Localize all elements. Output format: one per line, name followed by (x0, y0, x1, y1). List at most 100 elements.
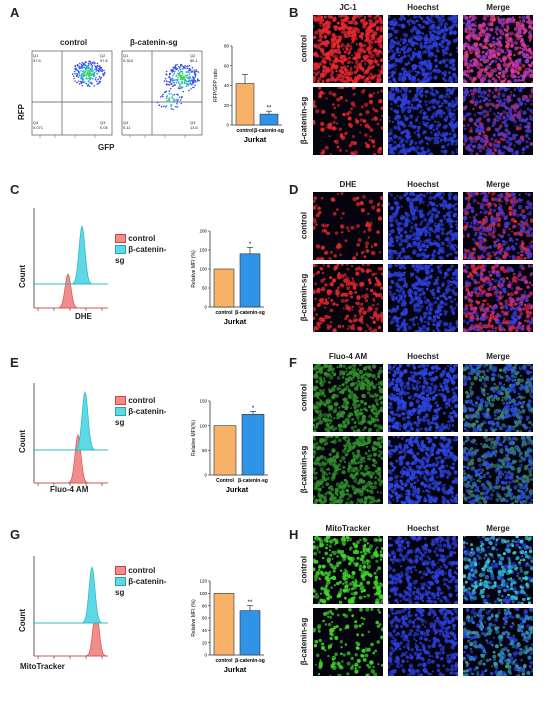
cell (364, 39, 367, 42)
cell (452, 67, 457, 71)
cell (411, 284, 415, 288)
hist-svg-c (33, 208, 108, 311)
cell (502, 268, 508, 274)
cell (424, 72, 429, 77)
quad-label: Q4 0.071 (33, 120, 44, 130)
cell (466, 69, 471, 74)
cell (469, 205, 472, 209)
cell (315, 244, 321, 249)
cell (514, 314, 518, 318)
cell (440, 227, 445, 232)
cell (474, 103, 477, 107)
cell (503, 317, 506, 321)
cell (452, 87, 456, 91)
cell (363, 88, 366, 92)
cell (399, 289, 402, 292)
cell (518, 264, 524, 269)
flow-event (165, 97, 168, 100)
cell (437, 121, 440, 124)
flow-event (92, 71, 94, 73)
flow-event (167, 83, 169, 86)
cell (525, 53, 528, 56)
cell (505, 113, 509, 118)
flow-event (88, 85, 91, 87)
cell (416, 322, 419, 325)
cell (482, 255, 486, 260)
cell (403, 87, 407, 91)
cell (399, 89, 403, 93)
cell (526, 117, 529, 120)
flow-event (91, 62, 93, 64)
cell (516, 232, 519, 236)
cell (441, 71, 444, 75)
cell (428, 218, 434, 223)
cell (491, 269, 496, 274)
bar-y-tick-label: 20 (224, 103, 230, 108)
cell (426, 212, 430, 216)
cell (323, 60, 327, 65)
flow-event (176, 106, 179, 108)
cell (519, 109, 523, 112)
cell (353, 56, 357, 60)
cell (453, 203, 457, 207)
cell (388, 251, 392, 256)
cell (313, 70, 315, 74)
cell (464, 72, 468, 76)
flow-title-control: control (60, 38, 88, 47)
cell (396, 257, 399, 260)
flow-event (179, 76, 182, 78)
cell (316, 289, 321, 294)
hist-ylabel: Count (18, 264, 27, 288)
cell (323, 15, 327, 19)
cell (469, 303, 473, 307)
quad-label: Q3 0.05 (100, 120, 108, 130)
cell (527, 18, 531, 22)
flow-event (86, 85, 89, 87)
cell (471, 193, 475, 198)
cell (513, 307, 516, 311)
cell (376, 317, 380, 322)
hist-svg-e (33, 383, 108, 486)
cell (410, 28, 415, 33)
cell (376, 63, 380, 67)
cell (445, 115, 449, 119)
bar-y-tick-label: 80 (224, 44, 230, 49)
cell (367, 15, 372, 18)
cell (472, 238, 476, 241)
cell (479, 91, 483, 95)
cell (431, 98, 436, 103)
cell (343, 50, 347, 54)
cell (517, 251, 520, 255)
cell (319, 267, 324, 271)
cell (520, 253, 523, 257)
cell (502, 59, 507, 64)
cell (471, 95, 476, 101)
cell (464, 314, 469, 318)
cell (340, 298, 345, 303)
cell (440, 28, 445, 33)
cell (392, 134, 398, 139)
cell (468, 297, 471, 301)
cell (502, 256, 505, 259)
cell (517, 78, 521, 82)
flow-event (179, 64, 182, 67)
cell (315, 313, 319, 317)
cell (376, 208, 381, 213)
cell (390, 150, 393, 153)
flow-event (99, 77, 102, 79)
cell (413, 131, 417, 135)
flow-event (81, 84, 84, 87)
cell (400, 239, 404, 243)
flow-event (74, 64, 77, 67)
flow-event (81, 81, 83, 83)
cell (487, 79, 491, 83)
cell (351, 308, 354, 311)
cell (360, 208, 365, 213)
cell (499, 267, 504, 271)
cell (479, 149, 482, 153)
cell (409, 143, 412, 146)
cell (497, 88, 501, 92)
flow-event (174, 70, 176, 73)
cell (496, 119, 499, 123)
